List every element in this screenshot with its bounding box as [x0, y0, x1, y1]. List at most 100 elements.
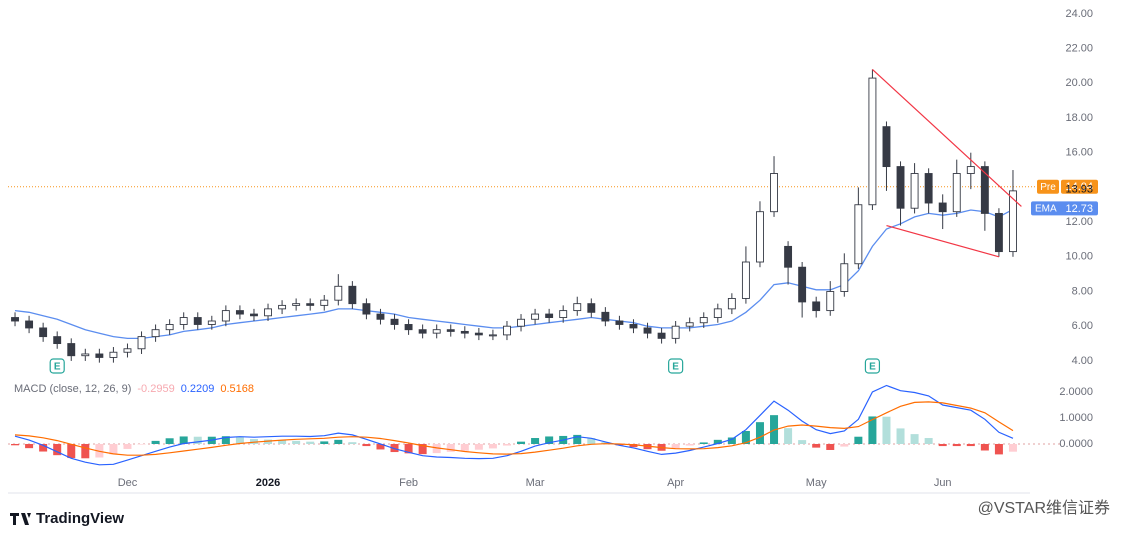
candle-body	[503, 325, 511, 336]
candle-body	[966, 166, 975, 174]
macd-histogram-bar	[235, 437, 244, 444]
candle-body	[123, 348, 132, 353]
candle-body	[826, 291, 835, 312]
y-tick-label: 6.00	[1072, 320, 1093, 332]
macd-histogram-bar	[474, 443, 483, 450]
macd-histogram-bar	[896, 428, 905, 444]
macd-histogram-bar	[1008, 443, 1017, 452]
macd-histogram-bar	[39, 443, 48, 452]
candle-body	[460, 330, 469, 334]
candle-body	[1009, 190, 1017, 253]
candle-body	[629, 324, 638, 329]
macd-histogram-bar	[938, 443, 947, 447]
trendline	[872, 68, 1022, 207]
x-tick-label: Jun	[934, 477, 952, 489]
candle-body	[601, 311, 610, 322]
candle-body	[278, 304, 287, 310]
signal-value: 0.5168	[220, 383, 254, 395]
y-tick-label: 20.00	[1065, 77, 1093, 89]
candle-body	[165, 324, 174, 331]
macd-histogram-bar	[418, 443, 427, 455]
candle-body	[376, 313, 385, 320]
macd-histogram-bar	[910, 434, 919, 444]
candle-body	[798, 266, 807, 303]
candle-body	[81, 353, 90, 357]
macd-histogram-bar	[854, 436, 863, 444]
macd-histogram-bar	[671, 443, 680, 449]
candle-body	[896, 166, 905, 209]
candle-body	[770, 173, 778, 213]
candle-body	[390, 318, 399, 325]
histogram-value: -0.2959	[137, 383, 174, 395]
macd-histogram-bar	[81, 443, 90, 459]
candle-body	[221, 310, 230, 322]
candle-body	[924, 173, 933, 204]
candle-body	[67, 343, 76, 357]
macd-histogram-bar	[123, 443, 132, 449]
macd-histogram-bar	[966, 443, 975, 447]
event-marker	[864, 358, 881, 374]
candle-body	[53, 336, 62, 345]
macd-histogram-bar	[348, 442, 357, 444]
ema-badge-name: EMA	[1035, 204, 1057, 215]
macd-histogram-bar	[249, 439, 258, 444]
x-tick-label: May	[806, 477, 827, 489]
candle-body	[531, 313, 540, 320]
candle-body	[952, 173, 961, 213]
candle-body	[488, 334, 497, 337]
candle-body	[334, 285, 343, 301]
macd-histogram-bar	[531, 438, 540, 444]
macd-histogram-bar	[460, 443, 469, 451]
candle-body	[292, 303, 301, 306]
macd-histogram-bar	[980, 443, 989, 451]
macd-histogram-bar	[784, 428, 793, 444]
macd-histogram-bar	[798, 440, 807, 444]
candle-body	[615, 320, 624, 325]
macd-histogram-bar	[882, 416, 891, 444]
candle-body	[657, 332, 666, 339]
macd-histogram-bar	[53, 443, 62, 456]
x-tick-label: Dec	[118, 477, 138, 489]
macd-histogram-bar	[151, 440, 160, 444]
macd-histogram-bar	[826, 443, 835, 450]
macd-histogram-bar	[404, 443, 413, 454]
event-label: E	[672, 362, 679, 373]
y-tick-label: 4.00	[1072, 355, 1093, 367]
macd-histogram-bar	[502, 443, 511, 446]
candle-body	[235, 310, 244, 315]
macd-histogram-bar	[699, 442, 708, 444]
candle-body	[545, 313, 554, 318]
macd-histogram-bar	[629, 443, 638, 448]
event-marker	[49, 358, 65, 374]
candle-body	[348, 285, 357, 305]
macd-histogram-bar	[109, 443, 118, 455]
x-tick-label: 2026	[256, 477, 280, 489]
candle-body	[671, 325, 680, 339]
candle-body	[264, 308, 272, 317]
candle-body	[95, 353, 104, 358]
macd-histogram-bar	[727, 437, 736, 444]
pre-value-label: 14.04	[1065, 181, 1093, 193]
macd-tick-label: 1.0000	[1059, 412, 1093, 424]
macd-histogram-bar	[362, 443, 371, 447]
event-label: E	[54, 362, 61, 373]
macd-tick-label: 0.0000	[1059, 438, 1093, 450]
y-tick-label: 16.00	[1065, 147, 1093, 159]
candle-body	[404, 324, 413, 331]
candle-body	[432, 329, 441, 334]
macd-histogram-bar	[573, 434, 582, 444]
macd-histogram-bar	[924, 438, 933, 444]
event-label: E	[869, 362, 876, 373]
macd-histogram-bar	[278, 440, 287, 444]
candle-body	[938, 202, 947, 213]
macd-histogram-bar	[488, 443, 497, 449]
macd-histogram-bar	[292, 440, 301, 444]
pre-badge	[1037, 179, 1059, 194]
candle-body	[573, 303, 582, 312]
y-tick-label: 18.00	[1065, 112, 1093, 124]
macd-histogram-bar	[601, 442, 610, 444]
candle-body	[643, 327, 652, 334]
candle-body	[418, 329, 427, 334]
